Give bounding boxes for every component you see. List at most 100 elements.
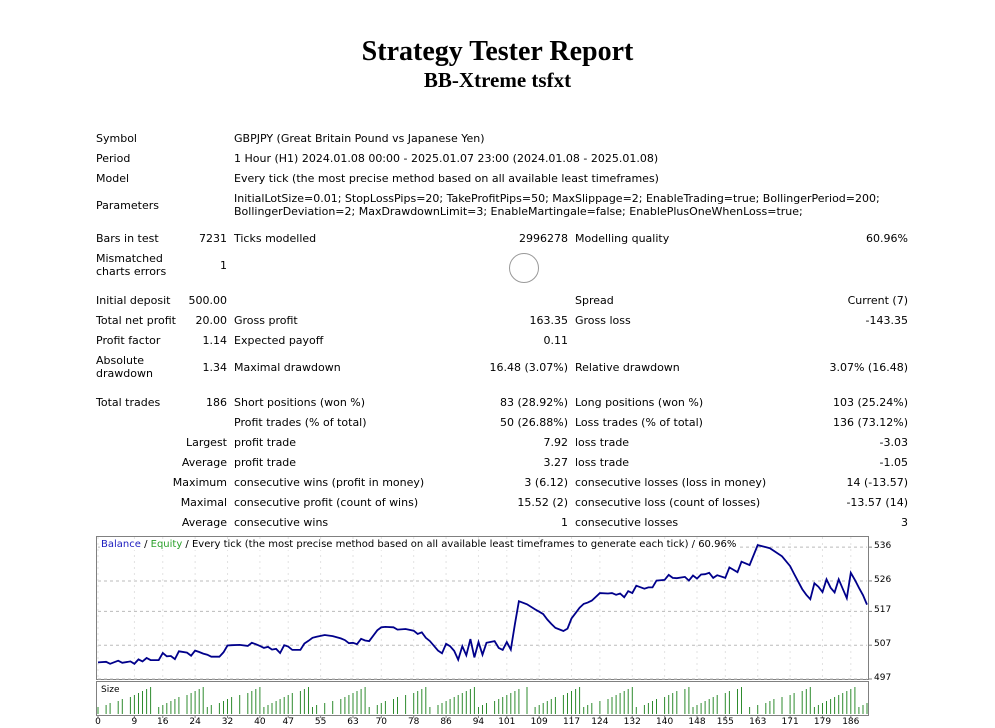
x-tick-label: 9 — [131, 717, 138, 727]
x-tick-label: 179 — [813, 717, 832, 727]
x-tick-label: 117 — [562, 717, 581, 727]
trades-value: 186 — [206, 396, 227, 409]
grossloss-label: Gross loss — [575, 314, 631, 327]
short-value: 83 (28.92%) — [499, 396, 568, 409]
mismatch-value: 1 — [220, 259, 227, 272]
max-wins-label: consecutive wins (profit in money) — [234, 476, 425, 489]
size-bars — [97, 687, 868, 714]
x-tick-label: 0 — [95, 717, 101, 727]
x-tick-label: 148 — [688, 717, 706, 727]
maxl-profit-label: consecutive profit (count of wins) — [234, 496, 419, 509]
y-tick-label: 536 — [874, 541, 892, 552]
ticks-label: Ticks modelled — [234, 232, 317, 245]
x-tick-label: 86 — [440, 717, 452, 727]
x-tick-label: 186 — [842, 717, 860, 727]
ticks-value: 2996278 — [519, 232, 568, 245]
maximal-label: Maximal — [180, 496, 227, 509]
y-tick-label: 497 — [874, 673, 892, 683]
x-tick-label: 109 — [530, 717, 548, 727]
legend-rest: / Every tick (the most precise method ba… — [182, 539, 737, 550]
avg-loss-label: loss trade — [575, 456, 630, 469]
x-tick-label: 155 — [716, 717, 734, 727]
average-consec-label: Average — [181, 516, 227, 529]
netprofit-value: 20.00 — [195, 314, 228, 327]
model-value: Every tick (the most precise method base… — [234, 172, 659, 185]
payoff-value: 0.11 — [543, 334, 569, 347]
largest-profit-value: 7.92 — [543, 436, 569, 449]
quality-label: Modelling quality — [575, 232, 670, 245]
deposit-value: 500.00 — [188, 294, 228, 307]
maxdd-label: Maximal drawdown — [234, 361, 341, 374]
x-tick-label: 70 — [375, 717, 388, 727]
x-tick-label: 140 — [656, 717, 674, 727]
absdd-value: 1.34 — [202, 361, 228, 374]
absdd-label: Absolute drawdown — [96, 354, 153, 380]
legend-sep: / — [140, 539, 151, 550]
largest-loss-label: loss trade — [575, 436, 630, 449]
average-label: Average — [181, 456, 227, 469]
symbol-value: GBPJPY (Great Britain Pound vs Japanese … — [234, 132, 485, 145]
y-tick-label: 507 — [874, 639, 892, 650]
x-tick-label: 63 — [347, 717, 359, 727]
maxdd-value: 16.48 (3.07%) — [489, 361, 568, 374]
x-tick-label: 24 — [189, 717, 201, 727]
largest-label: Largest — [186, 436, 227, 449]
x-tick-label: 94 — [472, 717, 485, 727]
x-tick-label: 124 — [591, 717, 609, 727]
y-tick-label: 526 — [874, 574, 892, 585]
reldd-value: 3.07% (16.48) — [829, 361, 908, 374]
period-label: Period — [96, 152, 131, 165]
payoff-label: Expected payoff — [234, 334, 324, 347]
x-tick-label: 40 — [254, 717, 266, 727]
avg-losses-label: consecutive losses — [575, 516, 679, 529]
maxl-profit-value: 15.52 (2) — [517, 496, 568, 509]
ltrades-value: 136 (73.12%) — [832, 416, 908, 429]
trades-label: Total trades — [96, 396, 161, 409]
parameters-value: InitialLotSize=0.01; StopLossPips=20; Ta… — [234, 192, 880, 218]
ltrades-label: Loss trades (% of total) — [575, 416, 703, 429]
x-tick-label: 132 — [623, 717, 641, 727]
spread-value: Current (7) — [847, 294, 908, 307]
short-label: Short positions (won %) — [234, 396, 366, 409]
avg-wins-value: 1 — [561, 516, 568, 529]
x-tick-label: 171 — [781, 717, 799, 727]
avg-profit-label: profit trade — [234, 456, 297, 469]
quality-value: 60.96% — [866, 232, 908, 245]
long-label: Long positions (won %) — [575, 396, 704, 409]
x-tick-label: 16 — [157, 717, 169, 727]
model-label: Model — [96, 172, 130, 185]
maxl-loss-label: consecutive loss (count of losses) — [575, 496, 761, 509]
period-value: 1 Hour (H1) 2024.01.08 00:00 - 2025.01.0… — [234, 152, 659, 165]
grossprofit-label: Gross profit — [234, 314, 298, 327]
parameters-label: Parameters — [96, 199, 159, 212]
loading-spinner-icon — [509, 253, 539, 283]
legend-balance: Balance — [101, 539, 141, 550]
netprofit-label: Total net profit — [96, 314, 176, 327]
symbol-label: Symbol — [96, 132, 137, 145]
report-title: Strategy Tester Report — [361, 36, 634, 67]
legend-equity: Equity — [150, 539, 183, 550]
largest-loss-value: -3.03 — [879, 436, 908, 449]
pf-label: Profit factor — [96, 334, 161, 347]
size-label: Size — [101, 685, 120, 695]
deposit-label: Initial deposit — [96, 294, 171, 307]
bars-label: Bars in test — [96, 232, 159, 245]
x-tick-label: 78 — [407, 717, 420, 727]
x-tick-label: 163 — [749, 717, 767, 727]
x-tick-label: 47 — [282, 717, 294, 727]
x-tick-label: 32 — [221, 717, 234, 727]
grossloss-value: -143.35 — [865, 314, 908, 327]
ptrades-label: Profit trades (% of total) — [234, 416, 367, 429]
chart-legend: Balance / Equity / Every tick (the most … — [100, 539, 738, 550]
x-tick-label: 101 — [498, 717, 516, 727]
max-losses-label: consecutive losses (loss in money) — [575, 476, 767, 489]
report-subtitle: BB-Xtreme tsfxt — [423, 68, 572, 92]
bars-value: 7231 — [199, 232, 227, 245]
y-tick-label: 517 — [874, 605, 892, 616]
maximum-label: Maximum — [172, 476, 227, 489]
balance-line — [97, 544, 868, 665]
grossprofit-value: 163.35 — [529, 314, 569, 327]
x-tick-label: 55 — [314, 717, 327, 727]
avg-loss-value: -1.05 — [879, 456, 908, 469]
